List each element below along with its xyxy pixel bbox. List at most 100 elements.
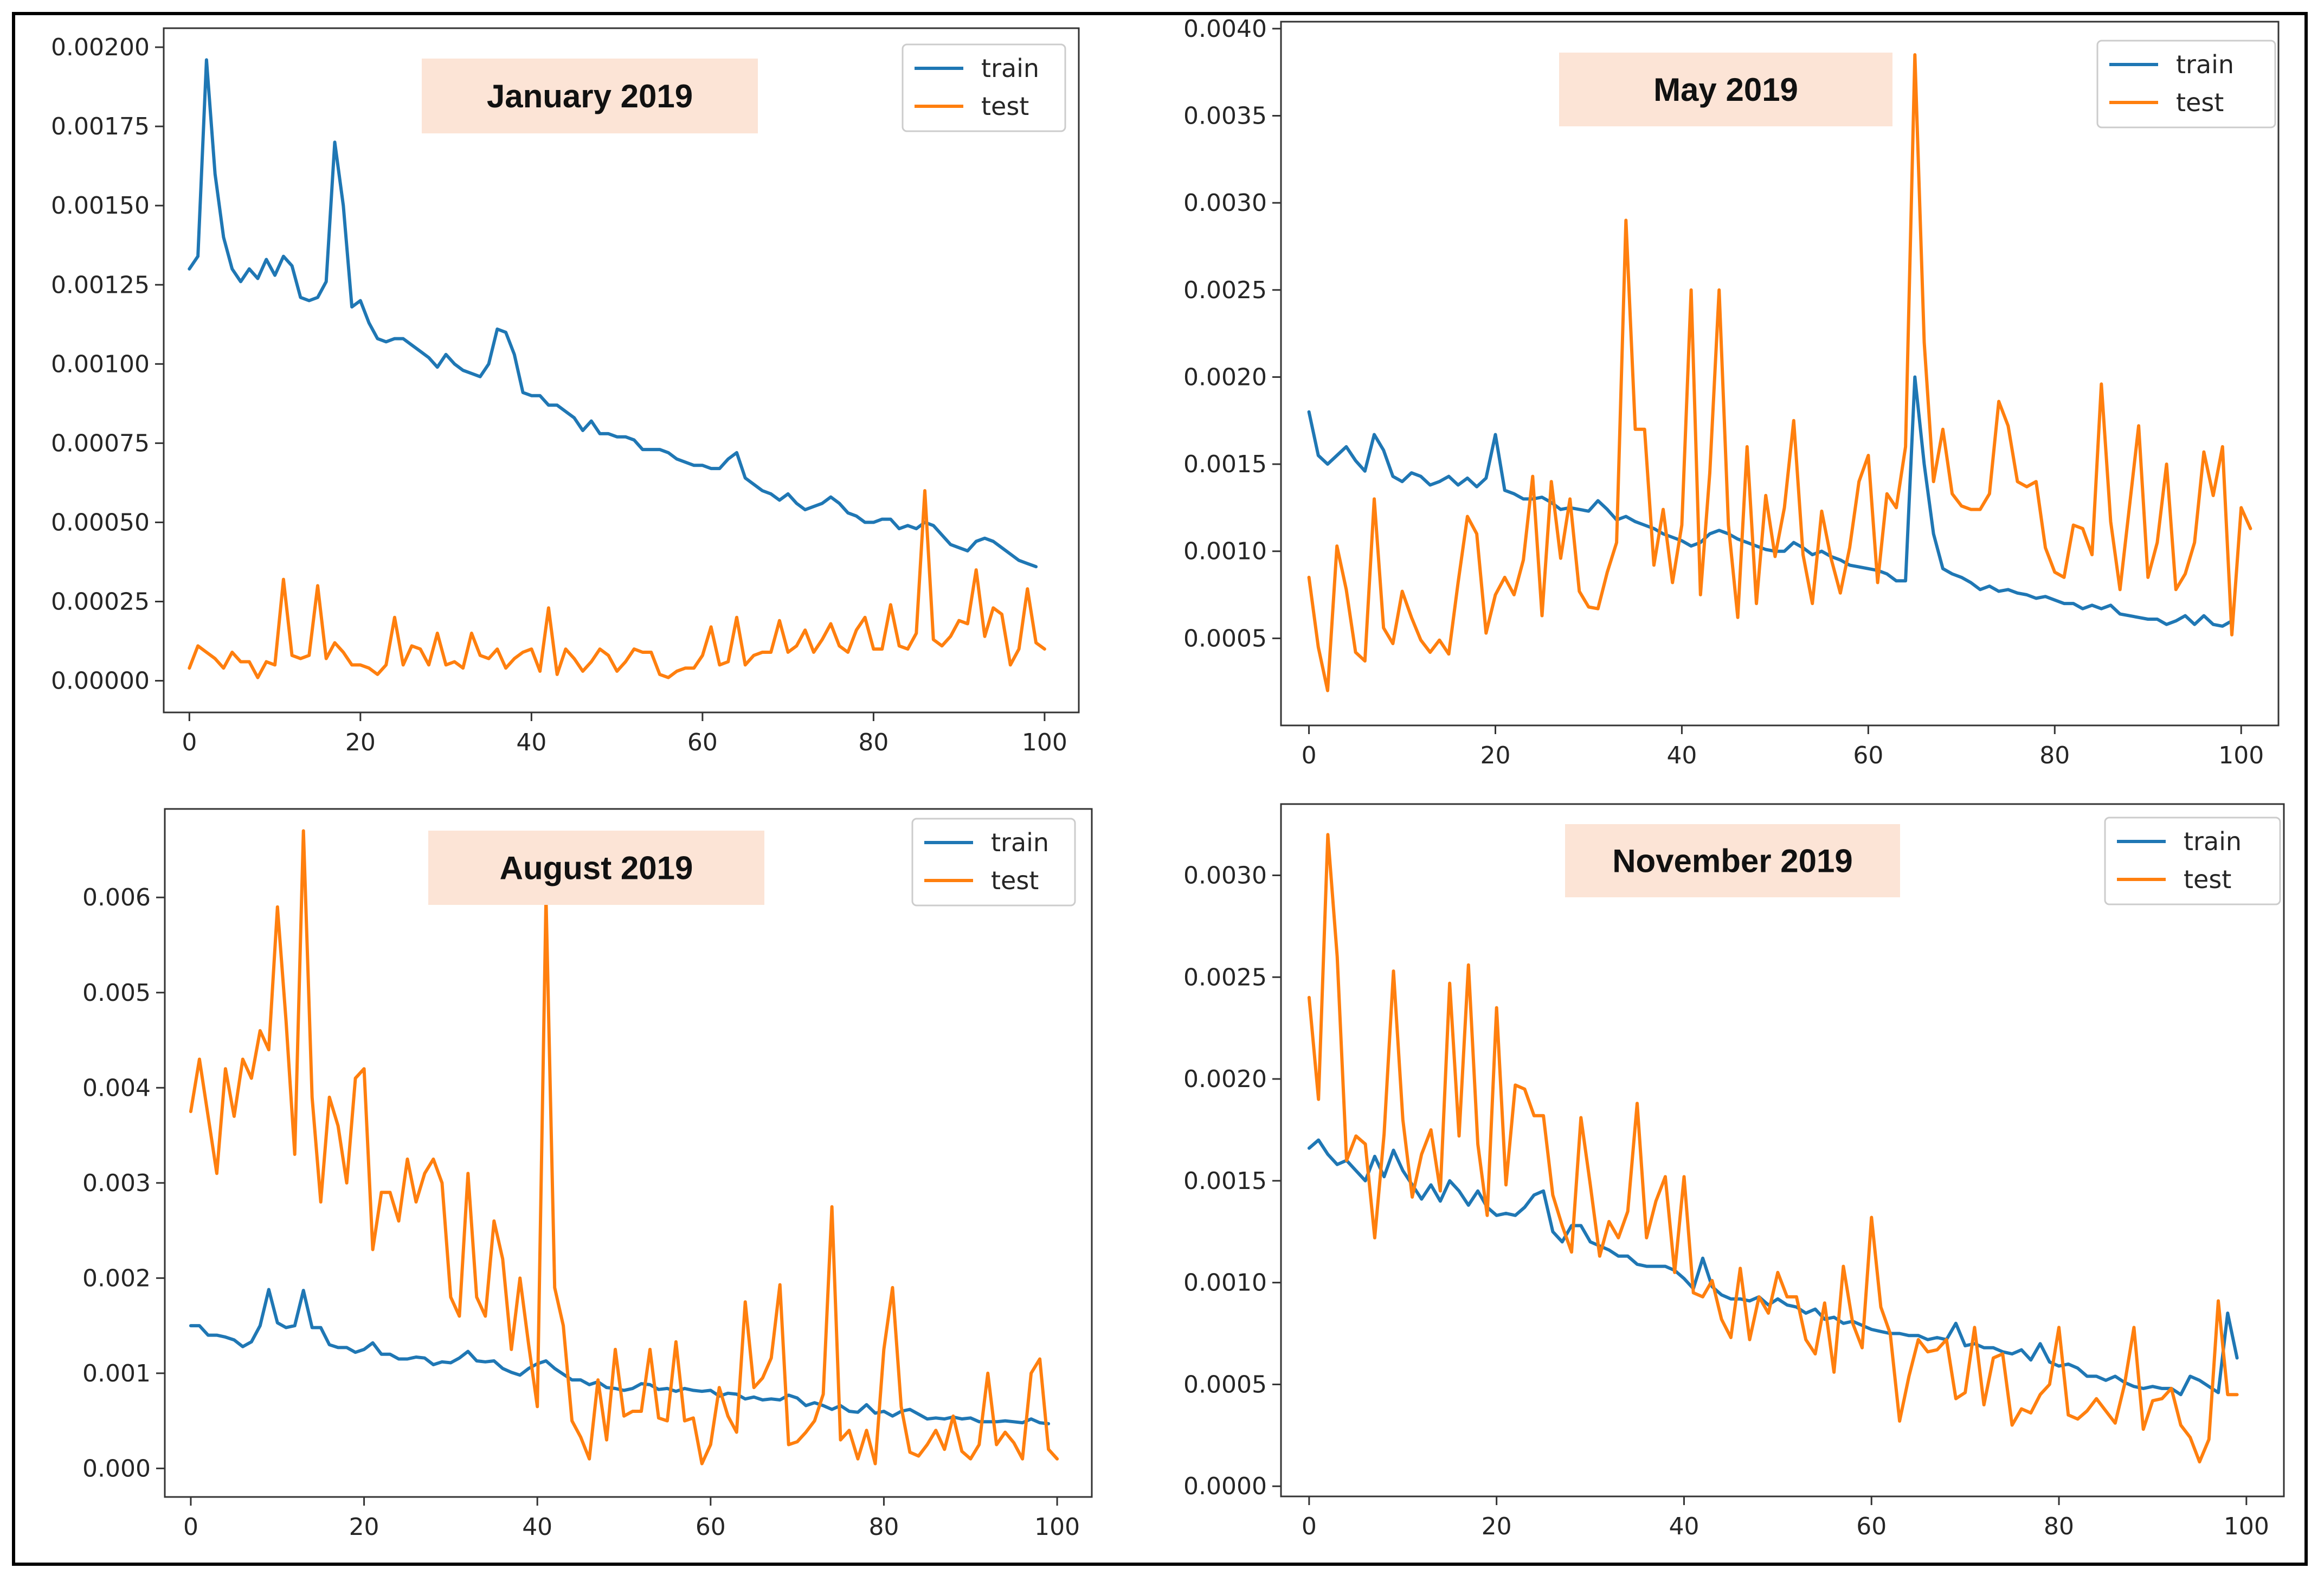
x-tick-label: 100 <box>1034 1513 1080 1541</box>
y-tick-label: 0.0020 <box>1183 363 1267 391</box>
x-tick-label: 20 <box>1480 742 1511 769</box>
series-line-test <box>1307 833 2239 1464</box>
y-tick-label: 0.005 <box>82 979 151 1007</box>
x-tick-label: 20 <box>1482 1513 1512 1540</box>
chart-november-2019: 0.0000 0.0005 0.0010 0.0015 0.0020 0.0025 0.00… <box>1183 803 2285 1540</box>
legend: train test <box>902 43 1066 132</box>
y-tick-label: 0.00200 <box>51 34 150 61</box>
legend-label-test: test <box>991 866 1039 895</box>
y-tick-label: 0.00125 <box>51 271 150 299</box>
plot-frame <box>164 808 1093 1498</box>
x-tick-label: 100 <box>2218 742 2264 769</box>
chart-title-box: January 2019 <box>422 59 758 133</box>
figure-frame <box>12 12 2308 1566</box>
x-tick-label: 20 <box>345 729 376 756</box>
y-tick-label: 0.0010 <box>1183 1269 1267 1297</box>
chart-title: August 2019 <box>500 850 693 886</box>
y-tick-label: 0.00150 <box>51 192 150 220</box>
y-tick-label: 0.0010 <box>1183 538 1267 565</box>
legend-box <box>2096 40 2276 128</box>
y-tick-label: 0.002 <box>82 1264 151 1292</box>
chart-august-2019: 0.000 0.001 0.002 0.003 0.004 0.005 0.006 0 20 40… <box>82 808 1093 1541</box>
y-tick-label: 0.0030 <box>1183 862 1267 889</box>
x-tick-label: 40 <box>522 1513 552 1541</box>
series-line-train <box>1307 375 2233 628</box>
legend-box <box>911 818 1076 907</box>
plot-area <box>1281 804 2284 1496</box>
y-tick-label: 0.00075 <box>51 429 150 457</box>
x-tick-label: 0 <box>1302 1513 1317 1540</box>
series-line-test <box>1307 53 2252 692</box>
legend: train test <box>2096 40 2276 128</box>
plot-area <box>165 809 1092 1497</box>
series-line-test <box>188 489 1046 679</box>
y-tick-label: 0.003 <box>82 1169 151 1197</box>
y-tick-label: 0.0025 <box>1183 963 1267 991</box>
x-tick-label: 40 <box>516 729 546 756</box>
x-tick-label: 60 <box>687 729 718 756</box>
y-tick-label: 0.0025 <box>1183 277 1267 304</box>
legend-label-test: test <box>981 92 1029 121</box>
x-tick-label: 40 <box>1666 742 1697 769</box>
x-tick-label: 20 <box>349 1513 379 1541</box>
chart-title-box: November 2019 <box>1565 824 1900 897</box>
legend-label-train: train <box>2176 50 2234 79</box>
y-tick-label: 0.0015 <box>1183 451 1267 478</box>
x-tick-label: 40 <box>1669 1513 1699 1540</box>
x-tick-label: 100 <box>2224 1513 2269 1540</box>
legend-label-train: train <box>981 54 1039 83</box>
title-background <box>428 831 764 905</box>
legend-label-test: test <box>2184 865 2231 894</box>
x-tick-label: 80 <box>858 729 889 756</box>
x-tick-label: 80 <box>868 1513 899 1541</box>
chart-may-2019: 0.0005 0.0010 0.0015 0.0020 0.0025 0.0030 0.00… <box>1183 15 2280 769</box>
legend: train test <box>2104 817 2281 905</box>
series-line-train <box>188 58 1038 569</box>
legend-label-train: train <box>2184 827 2242 856</box>
y-tick-label: 0.00100 <box>51 350 150 378</box>
y-tick-label: 0.006 <box>82 884 151 911</box>
series-line-train <box>1307 1138 2239 1397</box>
x-tick-label: 60 <box>1853 742 1883 769</box>
y-tick-label: 0.0005 <box>1183 1371 1267 1398</box>
y-tick-label: 0.0030 <box>1183 189 1267 217</box>
title-background <box>1565 824 1900 897</box>
series-line-test <box>189 829 1059 1466</box>
x-tick-label: 100 <box>1022 729 1067 756</box>
title-background <box>422 59 758 133</box>
x-tick-label: 60 <box>696 1513 726 1541</box>
legend-label-train: train <box>991 828 1049 857</box>
legend: train test <box>911 818 1076 907</box>
title-background <box>1559 53 1892 126</box>
y-tick-label: 0.0035 <box>1183 102 1267 130</box>
x-tick-label: 60 <box>1856 1513 1887 1540</box>
legend-box <box>902 43 1066 132</box>
x-tick-label: 0 <box>1302 742 1317 769</box>
plot-frame <box>1280 803 2285 1498</box>
y-tick-label: 0.0015 <box>1183 1167 1267 1195</box>
chart-title: January 2019 <box>487 78 693 114</box>
x-tick-label: 80 <box>2044 1513 2074 1540</box>
x-tick-label: 0 <box>182 729 197 756</box>
chart-title-box: August 2019 <box>428 831 764 905</box>
plot-frame <box>1280 21 2280 727</box>
legend-box <box>2104 817 2281 905</box>
chart-title: May 2019 <box>1653 72 1798 108</box>
y-tick-label: 0.00175 <box>51 113 150 140</box>
y-tick-label: 0.004 <box>82 1074 151 1102</box>
y-tick-label: 0.0040 <box>1183 15 1267 43</box>
y-tick-label: 0.0000 <box>1183 1473 1267 1500</box>
plot-frame <box>163 27 1080 714</box>
y-tick-label: 0.00025 <box>51 588 150 616</box>
y-tick-label: 0.001 <box>82 1360 151 1387</box>
y-tick-label: 0.0005 <box>1183 625 1267 652</box>
y-tick-label: 0.0020 <box>1183 1065 1267 1093</box>
chart-january-2019: 0.00000 0.00025 0.00050 0.00075 0.00100 0.001… <box>51 27 1080 756</box>
chart-title: November 2019 <box>1612 843 1853 879</box>
y-tick-label: 0.00000 <box>51 667 150 695</box>
y-tick-label: 0.00050 <box>51 509 150 536</box>
chart-title-box: May 2019 <box>1559 53 1892 126</box>
x-tick-label: 0 <box>183 1513 198 1541</box>
x-tick-label: 80 <box>2039 742 2070 769</box>
legend-label-test: test <box>2176 88 2224 117</box>
